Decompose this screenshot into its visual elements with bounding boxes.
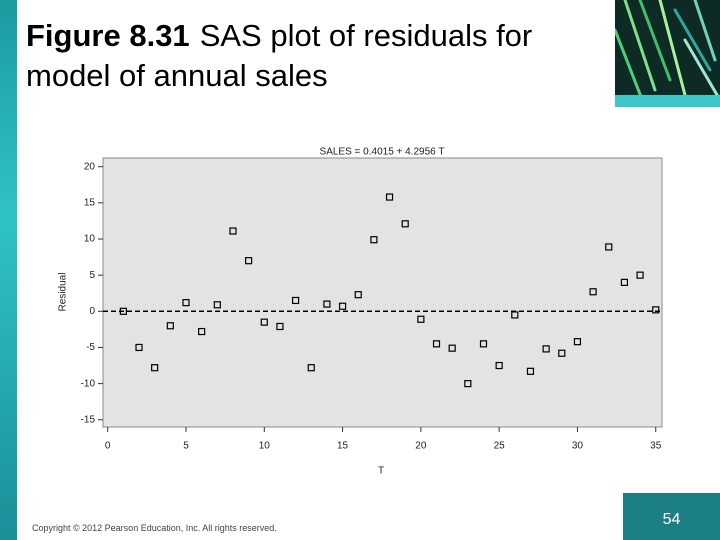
point [338,302,347,310]
x-tick-label: 0 [105,441,111,452]
point [370,236,378,244]
point [354,291,362,299]
point [182,299,190,307]
side-strip [0,0,17,540]
point [401,220,409,228]
point [605,243,613,251]
page-number: 54 [662,511,681,528]
x-axis-label: T [378,466,384,477]
plot-area [102,157,663,428]
x-tick-label: 5 [183,441,189,452]
y-tick-label: -5 [86,342,95,353]
point [307,364,315,372]
point [526,367,535,375]
y-axis-label: Residual [58,273,69,312]
x-tick-label: 20 [415,441,427,452]
y-tick-label: 5 [89,270,95,281]
y-tick-label: 0 [89,306,95,317]
point [323,300,331,308]
point [479,340,488,348]
point [198,327,206,336]
point [213,301,221,309]
decorative-image [615,0,720,107]
point [620,278,629,286]
point [448,344,456,352]
point [135,343,143,352]
point [589,288,597,296]
point [166,322,174,330]
point [464,380,472,388]
point [229,227,237,235]
point [151,364,159,372]
x-tick-label: 30 [572,441,584,452]
copyright: Copyright © 2012 Pearson Education, Inc.… [32,523,277,533]
point [291,296,300,305]
point [385,193,394,201]
chart-title: SALES = 0.4015 + 4.2956 T [320,147,445,158]
point [652,306,660,314]
x-tick-label: 25 [494,441,506,452]
y-tick-label: -15 [81,414,96,425]
y-tick-label: 10 [84,234,96,245]
point [276,322,284,331]
point [260,318,268,326]
title-text: SAS plot of residuals for model of annua… [26,18,533,93]
y-tick-label: 15 [84,197,96,208]
figure-label: Figure 8.31 [26,18,190,53]
point [558,349,566,357]
y-tick-label: -10 [81,378,96,389]
point [432,340,441,348]
x-tick-label: 35 [650,441,662,452]
point [495,361,503,370]
x-tick-label: 10 [259,441,271,452]
y-tick-label: 20 [84,161,96,172]
point [511,311,519,319]
page-box: 54 [623,493,720,540]
point [636,271,644,279]
point [573,338,582,346]
point [542,345,550,353]
point [119,307,127,315]
point [417,315,425,323]
point [245,257,253,265]
slide-title: Figure 8.31 SAS plot of residuals for mod… [26,16,601,96]
x-tick-label: 15 [337,441,349,452]
